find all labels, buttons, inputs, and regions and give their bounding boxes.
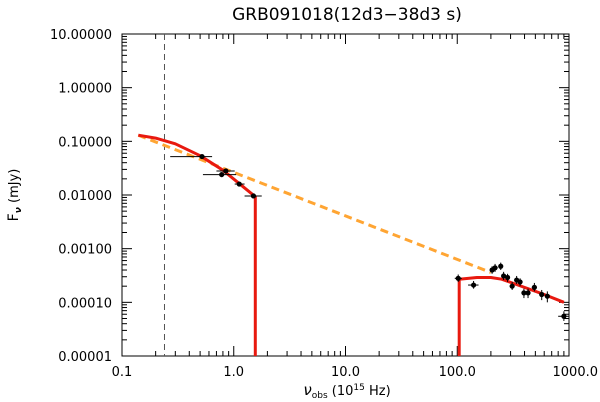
point-marker: [539, 291, 545, 298]
data-points: [170, 153, 569, 321]
data-point: [509, 281, 515, 290]
data-point: [202, 171, 237, 178]
point-marker: [455, 275, 461, 281]
y-axis-unit: (mJy): [7, 169, 22, 207]
x-tick-label: 1000.0: [553, 365, 599, 380]
x-axis-symbol: ν: [303, 381, 311, 399]
y-tick-label: 0.00001: [58, 350, 112, 365]
y-tick-label: 0.01000: [58, 189, 112, 204]
point-marker: [223, 168, 229, 174]
x-axis-label: νobs (1015 Hz): [303, 381, 390, 401]
x-tick-labels: 0.1 1.0 10.0 100.0 1000.0: [112, 365, 598, 380]
y-tick-label: 0.00010: [58, 296, 112, 311]
x-tick-label: 0.1: [112, 365, 133, 380]
chart-title: GRB091018(12d3−38d3 s): [232, 5, 462, 25]
data-point: [170, 153, 213, 160]
data-point: [468, 280, 479, 289]
point-marker: [517, 279, 523, 285]
model-line-2: [138, 133, 257, 356]
data-point: [498, 262, 504, 271]
major-ticks: [121, 33, 570, 357]
data-point: [539, 289, 545, 301]
point-marker: [470, 282, 477, 288]
point-marker: [250, 193, 257, 199]
y-tick-label: 0.10000: [58, 135, 112, 150]
point-marker: [219, 171, 225, 178]
y-axis-symbol: F: [6, 213, 22, 221]
model-line-1: [137, 133, 492, 274]
data-point: [216, 168, 235, 174]
point-marker: [199, 153, 205, 160]
model-line-3: [457, 276, 565, 356]
x-axis-unit-prefix: (10: [328, 384, 354, 399]
y-tick-labels: 0.00001 0.00010 0.00100 0.01000 0.10000 1.000…: [50, 28, 112, 365]
data-point: [544, 291, 550, 303]
x-tick-label: 1.0: [223, 365, 244, 380]
y-tick-label: 1.00000: [58, 82, 112, 97]
data-point: [558, 311, 569, 321]
model-curves: [137, 133, 565, 356]
point-marker: [498, 263, 504, 269]
data-point: [501, 271, 507, 281]
point-marker: [236, 181, 242, 187]
point-marker: [509, 283, 515, 289]
x-tick-label: 10.0: [331, 365, 360, 380]
point-marker: [531, 284, 537, 290]
data-point: [504, 273, 511, 282]
data-point: [525, 288, 531, 299]
x-tick-label: 100.0: [439, 365, 476, 380]
point-marker: [492, 265, 498, 271]
data-point: [454, 274, 462, 282]
x-axis-unit: Hz): [365, 384, 391, 399]
y-axis-subscript: ν: [14, 207, 24, 213]
data-point: [521, 288, 527, 299]
point-marker: [544, 293, 550, 299]
plot-frame: [121, 33, 570, 357]
data-point: [531, 282, 537, 292]
x-axis-subscript: obs: [312, 391, 328, 401]
data-point: [244, 193, 262, 199]
minor-ticks: [122, 34, 569, 356]
data-point: [517, 278, 523, 287]
y-tick-label: 10.00000: [50, 28, 112, 43]
point-marker: [561, 313, 567, 319]
data-point: [492, 263, 498, 272]
point-marker: [501, 273, 507, 279]
data-point: [234, 181, 245, 187]
y-axis-label: Fν (mJy): [6, 169, 24, 222]
point-marker: [504, 274, 511, 281]
point-marker: [521, 290, 527, 296]
y-tick-label: 0.00100: [58, 243, 112, 258]
point-marker: [525, 290, 531, 296]
x-axis-exponent: 15: [353, 383, 364, 393]
